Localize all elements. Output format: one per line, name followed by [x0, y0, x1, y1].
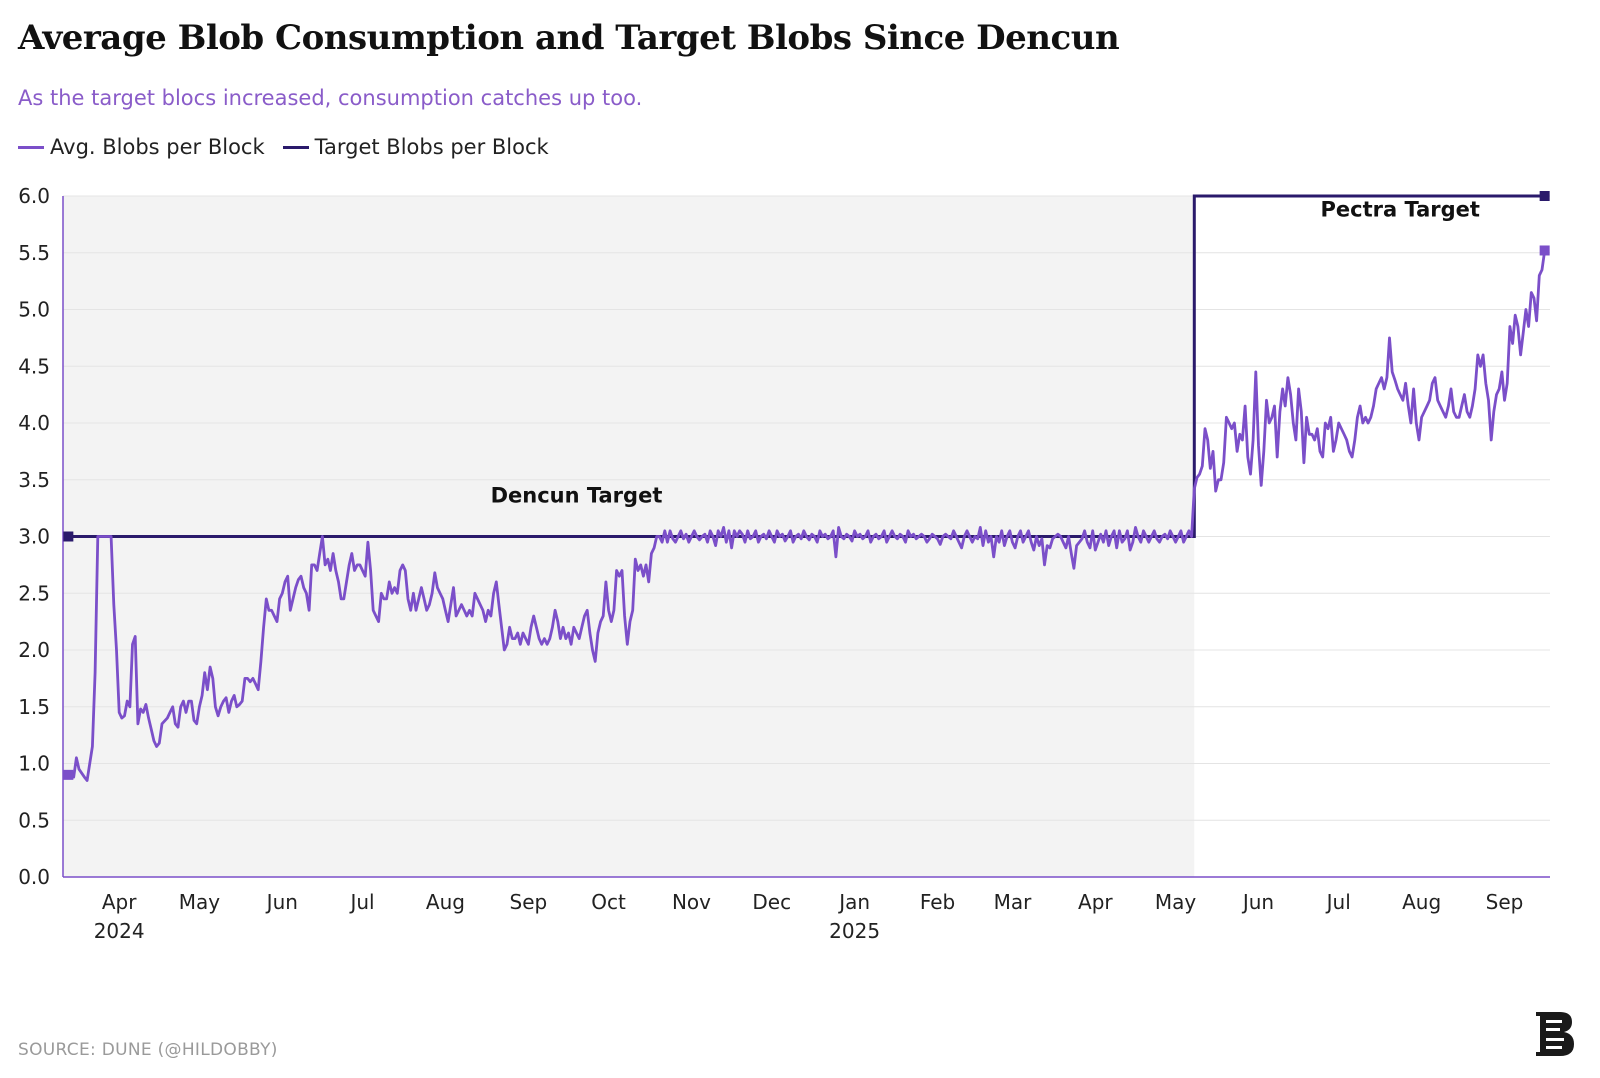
x-tick-label: Oct: [591, 890, 626, 914]
x-tick-year-label: 2024: [94, 919, 145, 943]
legend-item-target[interactable]: Target Blobs per Block: [282, 135, 549, 159]
y-tick-label: 5.0: [18, 298, 50, 322]
x-tick-label: Aug: [1402, 890, 1441, 914]
x-tick-label: Mar: [994, 890, 1033, 914]
y-tick-label: 4.5: [18, 354, 50, 378]
y-tick-label: 3.5: [18, 468, 50, 492]
chart-subtitle: As the target blocs increased, consumpti…: [18, 86, 643, 110]
series-end-marker-avg: [1539, 245, 1550, 256]
legend: Avg. Blobs per Block Target Blobs per Bl…: [18, 135, 567, 159]
the-block-logo-icon: [1536, 1012, 1574, 1056]
y-tick-label: 2.0: [18, 638, 50, 662]
y-tick-label: 5.5: [18, 241, 50, 265]
legend-swatch-target: [282, 145, 309, 149]
x-tick-label: Feb: [920, 890, 955, 914]
series-line-target: [68, 194, 1545, 538]
y-tick-label: 6.0: [18, 184, 50, 208]
y-tick-label: 1.5: [18, 695, 50, 719]
y-tick-label: 0.5: [18, 808, 50, 832]
x-tick-year-label: 2025: [829, 919, 880, 943]
x-tick-label: May: [179, 890, 221, 914]
line-chart: 0.0 0.5 1.0 1.5 2.0 2.5 3.0 3.5 4.0 4.5 5.0 5.5 6.0 A…: [18, 184, 1550, 943]
x-tick-label: Apr: [1078, 890, 1113, 914]
annotation-label: Pectra Target: [1321, 197, 1480, 221]
y-tick-label: 0.0: [18, 865, 50, 889]
legend-label-target: Target Blobs per Block: [314, 135, 549, 159]
x-tick-label: Apr: [102, 890, 137, 914]
x-tick-label: Aug: [426, 890, 465, 914]
x-tick-label: Nov: [672, 890, 711, 914]
x-tick-label: Jan: [837, 890, 870, 914]
source-note: SOURCE: DUNE (@HILDOBBY): [18, 1040, 278, 1060]
x-tick-label: Jun: [1241, 890, 1274, 914]
series-end-marker-target: [1539, 191, 1550, 201]
x-tick-label: Sep: [510, 890, 548, 914]
x-tick-label: Jul: [1325, 890, 1351, 914]
chart-title: Average Blob Consumption and Target Blob…: [18, 18, 1120, 58]
y-tick-label: 1.0: [18, 752, 50, 776]
legend-label-avg: Avg. Blobs per Block: [50, 135, 265, 159]
x-tick-label: Jul: [348, 890, 374, 914]
y-tick-label: 4.0: [18, 411, 50, 435]
series-end-marker-avg: [63, 769, 74, 780]
x-tick-label: Jun: [265, 890, 298, 914]
annotation-label: Dencun Target: [491, 483, 663, 507]
legend-item-avg[interactable]: Avg. Blobs per Block: [18, 135, 265, 159]
series-end-marker-target: [63, 531, 74, 542]
y-tick-label: 2.5: [18, 581, 50, 605]
x-tick-label: May: [1155, 890, 1197, 914]
y-tick-label: 3.0: [18, 525, 50, 549]
x-tick-label: Sep: [1486, 890, 1524, 914]
x-tick-label: Dec: [752, 890, 791, 914]
legend-swatch-avg: [18, 145, 44, 149]
series-line-avg: [67, 250, 1547, 782]
